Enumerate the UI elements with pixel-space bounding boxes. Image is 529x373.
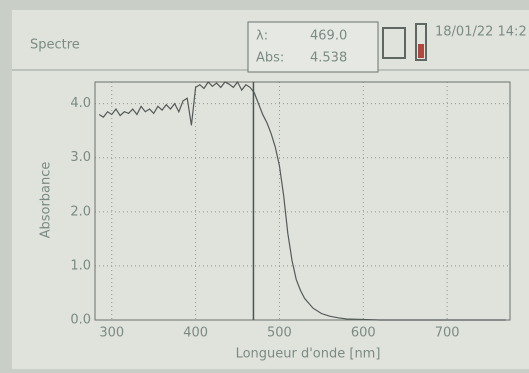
y-tick-label: 1.0 <box>70 258 91 273</box>
y-tick-label: 3.0 <box>70 150 91 165</box>
title: Spectre <box>30 38 80 53</box>
x-axis-label: Longueur d'onde [nm] <box>236 347 381 362</box>
x-tick-label: 300 <box>99 326 124 341</box>
y-tick-label: 4.0 <box>70 96 91 111</box>
x-tick-label: 500 <box>267 326 292 341</box>
x-tick-label: 400 <box>183 326 208 341</box>
abs-value: 4.538 <box>310 51 347 66</box>
y-tick-label: 2.0 <box>70 204 91 219</box>
y-axis-label: Absorbance <box>39 162 54 239</box>
screen: Spectre λ: 469.0 Abs: 4.538 18/01/22 14:… <box>0 0 529 369</box>
lambda-value: 469.0 <box>310 29 347 44</box>
y-tick-label: 0.0 <box>70 313 91 328</box>
datetime: 18/01/22 14:2 <box>435 25 527 40</box>
lambda-label: λ: <box>256 29 268 44</box>
x-tick-label: 600 <box>351 326 376 341</box>
x-tick-label: 700 <box>435 326 460 341</box>
battery-level <box>418 44 424 58</box>
abs-label: Abs: <box>256 51 284 66</box>
